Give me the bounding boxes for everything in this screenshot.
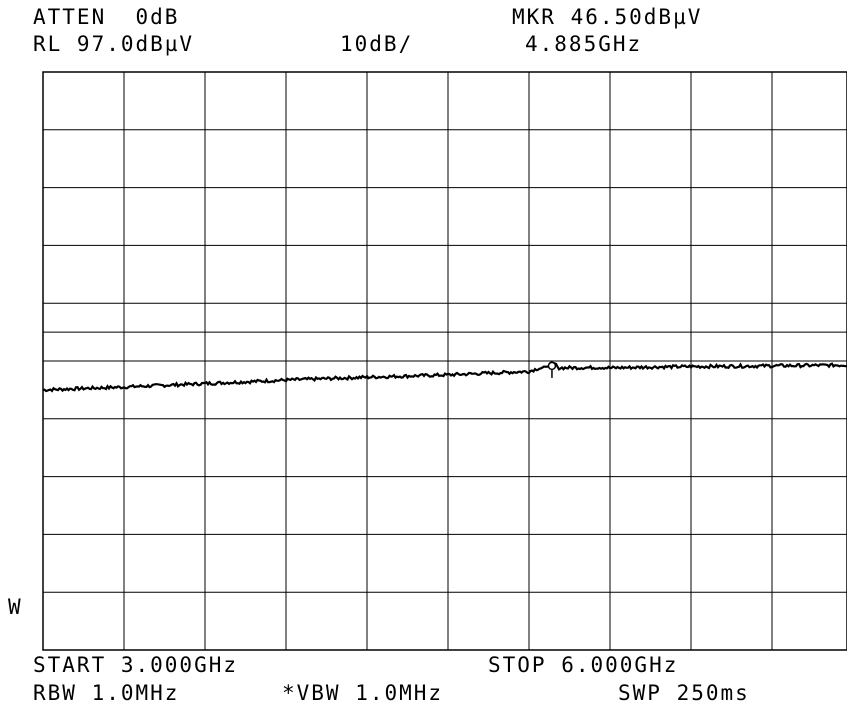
spectrum-trace bbox=[42, 361, 847, 393]
marker-freq-label: 4.885GHz bbox=[525, 32, 643, 56]
sweep-label: SWP 250ms bbox=[618, 681, 750, 705]
atten-label: ATTEN 0dB bbox=[33, 5, 180, 29]
rbw-label: RBW 1.0MHz bbox=[33, 681, 180, 705]
start-freq-label: START 3.000GHz bbox=[33, 653, 239, 677]
ref-level-label: RL 97.0dBµV bbox=[33, 32, 195, 56]
marker-symbol bbox=[547, 361, 557, 371]
vbw-label: *VBW 1.0MHz bbox=[282, 681, 444, 705]
stop-freq-label: STOP 6.000GHz bbox=[488, 653, 679, 677]
marker-level-label: MKR 46.50dBµV bbox=[512, 5, 703, 29]
scale-label: 10dB/ bbox=[340, 32, 414, 56]
detector-side-label: W bbox=[8, 595, 23, 619]
